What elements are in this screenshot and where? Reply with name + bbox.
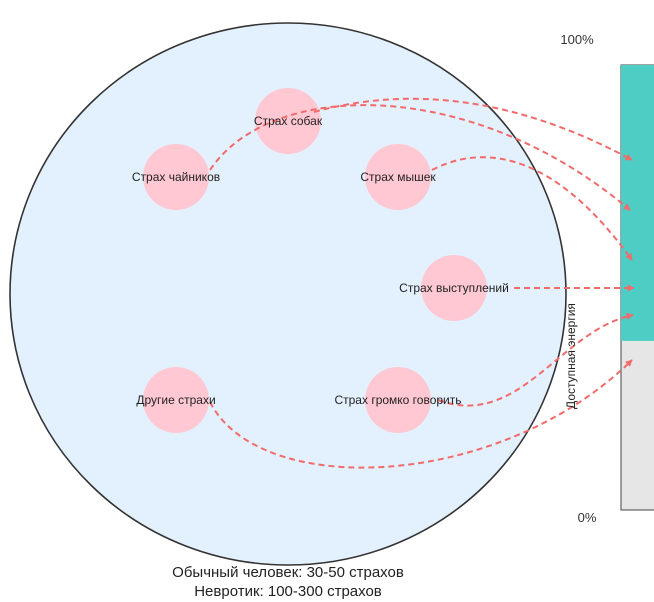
caption-normal-person: Обычный человек: 30-50 страхов: [172, 564, 404, 581]
fear-labels: Страх собак Страх чайников Страх мышек С…: [132, 114, 509, 407]
arrow-loud: [437, 312, 634, 407]
arrow-mice: [431, 156, 633, 261]
fear-label-loud: Страх громко говорить: [334, 393, 461, 407]
energy-bottom-label: 0%: [578, 510, 597, 525]
fear-bubble-mice: [365, 144, 431, 210]
energy-bar-available: [621, 65, 654, 341]
fear-bubble-dogs: [255, 88, 321, 154]
arrow-teapots: [209, 104, 631, 211]
fear-label-dogs: Страх собак: [254, 114, 323, 128]
fear-bubble-other: [143, 367, 209, 433]
energy-axis-label: Доступная энергия: [564, 303, 578, 409]
arrow-other: [209, 359, 633, 469]
energy-drain-arrows: [209, 97, 635, 469]
fear-bubble-speeches: [421, 255, 487, 321]
fear-bubbles: [143, 88, 487, 433]
fear-label-other: Другие страхи: [136, 393, 215, 407]
fear-label-mice: Страх мышек: [360, 170, 436, 184]
fear-label-teapots: Страх чайников: [132, 170, 220, 184]
caption-neurotic: Невротик: 100-300 страхов: [194, 583, 382, 600]
fear-label-speeches: Страх выступлений: [399, 281, 509, 295]
fear-bubble-teapots: [143, 144, 209, 210]
energy-bar: [620, 64, 654, 511]
energy-top-label: 100%: [560, 32, 594, 47]
fear-bubble-loud: [365, 367, 431, 433]
